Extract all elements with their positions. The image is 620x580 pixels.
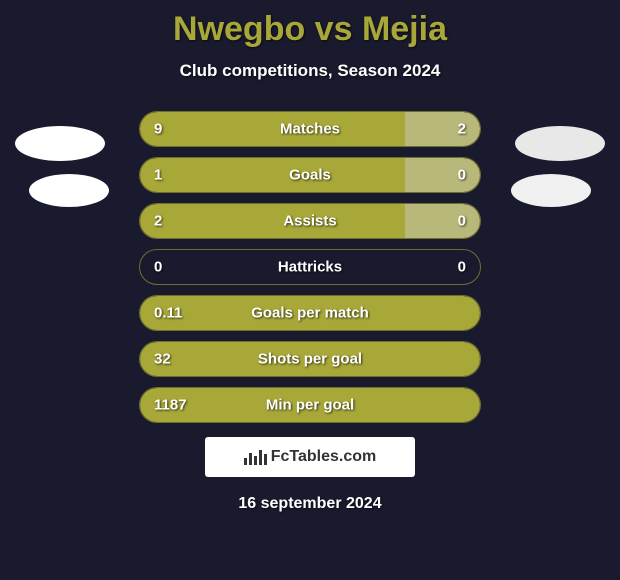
stat-bar-left	[140, 112, 405, 146]
stat-row: 0 Hattricks 0	[139, 249, 481, 285]
stat-value-left: 9	[154, 121, 162, 138]
stat-value-right: 0	[458, 167, 466, 184]
team-badge-left-2	[29, 174, 109, 207]
stat-row: 9 Matches 2	[139, 111, 481, 147]
stat-bar-right	[405, 158, 480, 192]
root-container: Nwegbo vs Mejia Club competitions, Seaso…	[0, 0, 620, 580]
stat-value-left: 1187	[154, 397, 187, 414]
stats-section: 9 Matches 2 1 Goals 0 2 Assists 0 0 Hattricks 0 0.11…	[0, 111, 620, 423]
brand-text: FcTables.com	[271, 448, 377, 466]
stat-row: 1187 Min per goal	[139, 387, 481, 423]
stat-row: 0.11 Goals per match	[139, 295, 481, 331]
brand-bars-icon	[244, 450, 267, 465]
stat-bar-left	[140, 204, 405, 238]
subtitle: Club competitions, Season 2024	[0, 61, 620, 81]
stat-value-right: 0	[458, 259, 466, 276]
stat-bar-right	[405, 204, 480, 238]
stat-row: 2 Assists 0	[139, 203, 481, 239]
stat-value-left: 1	[154, 167, 162, 184]
stat-value-left: 0	[154, 259, 162, 276]
stat-label: Assists	[283, 213, 336, 230]
stat-label: Goals	[289, 167, 331, 184]
stat-row: 1 Goals 0	[139, 157, 481, 193]
stat-value-right: 2	[458, 121, 466, 138]
stat-label: Shots per goal	[258, 351, 362, 368]
brand-badge[interactable]: FcTables.com	[205, 437, 415, 477]
stat-label: Min per goal	[266, 397, 354, 414]
stat-bar-right	[405, 112, 480, 146]
stat-value-left: 2	[154, 213, 162, 230]
stat-value-left: 32	[154, 351, 171, 368]
stat-row: 32 Shots per goal	[139, 341, 481, 377]
team-badge-left-1	[15, 126, 105, 161]
stat-label: Hattricks	[278, 259, 342, 276]
team-badge-right-1	[515, 126, 605, 161]
stat-label: Goals per match	[251, 305, 369, 322]
date-label: 16 september 2024	[0, 495, 620, 513]
page-title: Nwegbo vs Mejia	[0, 10, 620, 49]
stat-value-right: 0	[458, 213, 466, 230]
stat-value-left: 0.11	[154, 305, 182, 322]
stat-label: Matches	[280, 121, 340, 138]
team-badge-right-2	[511, 174, 591, 207]
stat-bar-left	[140, 158, 405, 192]
